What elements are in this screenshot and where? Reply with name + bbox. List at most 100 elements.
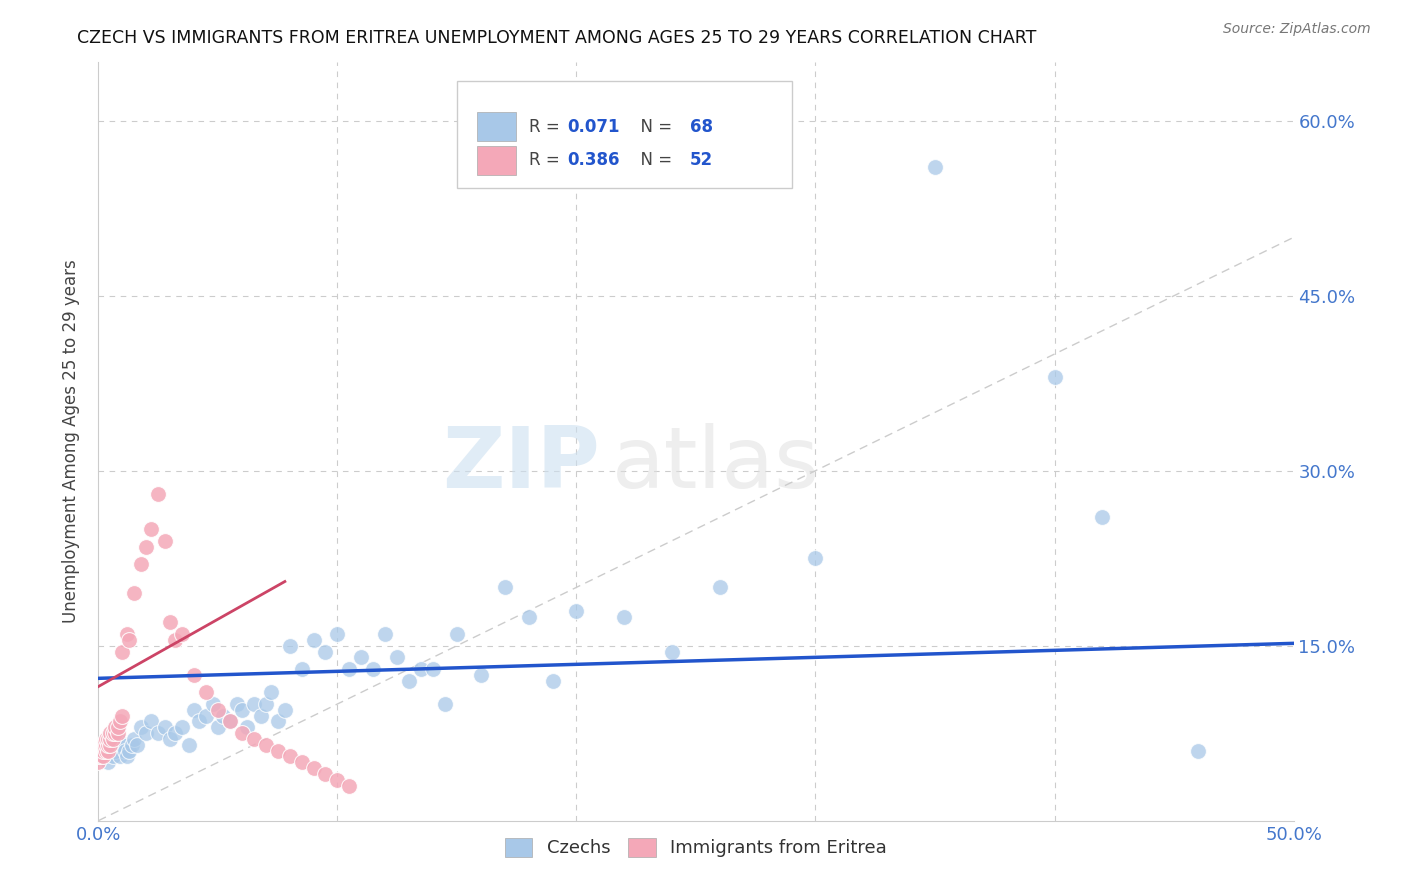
Point bbox=[101, 726, 124, 740]
Text: R =: R = bbox=[529, 118, 565, 136]
Point bbox=[207, 720, 229, 734]
Point bbox=[254, 738, 277, 752]
Point bbox=[278, 639, 301, 653]
Point bbox=[163, 726, 186, 740]
Point bbox=[385, 650, 409, 665]
Point bbox=[101, 749, 124, 764]
Point bbox=[267, 744, 290, 758]
Point bbox=[90, 744, 112, 758]
Text: N =: N = bbox=[630, 118, 678, 136]
Point bbox=[108, 714, 131, 729]
Point bbox=[124, 586, 146, 600]
Point bbox=[98, 731, 122, 746]
Point bbox=[231, 703, 253, 717]
Point bbox=[104, 726, 127, 740]
Point bbox=[159, 731, 181, 746]
Point bbox=[131, 720, 153, 734]
Point bbox=[118, 632, 141, 647]
Point bbox=[135, 726, 157, 740]
Point bbox=[91, 749, 114, 764]
Point bbox=[350, 650, 373, 665]
Point bbox=[219, 714, 242, 729]
Point bbox=[231, 726, 253, 740]
Point bbox=[163, 632, 186, 647]
Point bbox=[98, 738, 122, 752]
Point bbox=[1187, 744, 1209, 758]
Point bbox=[446, 627, 468, 641]
Point bbox=[494, 580, 516, 594]
Point bbox=[139, 522, 162, 536]
Point bbox=[118, 744, 141, 758]
Point bbox=[91, 738, 114, 752]
Legend: Czechs, Immigrants from Eritrea: Czechs, Immigrants from Eritrea bbox=[498, 830, 894, 864]
Point bbox=[211, 708, 233, 723]
Point bbox=[517, 609, 540, 624]
Text: 0.071: 0.071 bbox=[567, 118, 620, 136]
Text: 52: 52 bbox=[690, 152, 713, 169]
Point bbox=[139, 714, 162, 729]
Point bbox=[155, 533, 177, 548]
Point bbox=[259, 685, 281, 699]
Point bbox=[131, 557, 153, 571]
Text: R =: R = bbox=[529, 152, 565, 169]
Text: CZECH VS IMMIGRANTS FROM ERITREA UNEMPLOYMENT AMONG AGES 25 TO 29 YEARS CORRELAT: CZECH VS IMMIGRANTS FROM ERITREA UNEMPLO… bbox=[77, 29, 1036, 46]
Point bbox=[183, 668, 205, 682]
Point bbox=[172, 627, 194, 641]
Point bbox=[125, 738, 148, 752]
Point bbox=[326, 772, 349, 787]
FancyBboxPatch shape bbox=[477, 112, 516, 141]
Point bbox=[97, 744, 120, 758]
Point bbox=[302, 761, 325, 775]
Point bbox=[107, 731, 129, 746]
Point bbox=[155, 720, 177, 734]
Point bbox=[315, 767, 337, 781]
Point bbox=[226, 697, 249, 711]
Point bbox=[111, 708, 134, 723]
Point bbox=[187, 714, 209, 729]
Point bbox=[924, 161, 946, 175]
Point bbox=[101, 731, 124, 746]
Point bbox=[291, 756, 314, 770]
Point bbox=[107, 720, 129, 734]
Text: atlas: atlas bbox=[613, 423, 820, 506]
Point bbox=[135, 540, 157, 554]
Point bbox=[434, 697, 457, 711]
Point bbox=[87, 749, 110, 764]
Text: N =: N = bbox=[630, 152, 678, 169]
Point bbox=[87, 756, 110, 770]
Point bbox=[115, 627, 138, 641]
Point bbox=[91, 749, 114, 764]
Point bbox=[235, 720, 257, 734]
Point bbox=[98, 738, 122, 752]
FancyBboxPatch shape bbox=[457, 81, 792, 187]
Point bbox=[183, 703, 205, 717]
Text: ZIP: ZIP bbox=[443, 423, 600, 506]
Point bbox=[254, 697, 277, 711]
Point bbox=[398, 673, 420, 688]
Point bbox=[315, 644, 337, 658]
Point bbox=[104, 744, 127, 758]
Point bbox=[470, 668, 492, 682]
Point bbox=[274, 703, 297, 717]
Point bbox=[114, 744, 136, 758]
Point bbox=[195, 685, 218, 699]
Point bbox=[87, 744, 110, 758]
Point bbox=[104, 720, 127, 734]
Point bbox=[422, 662, 444, 676]
Point bbox=[291, 662, 314, 676]
Point bbox=[339, 662, 361, 676]
Point bbox=[207, 703, 229, 717]
Point bbox=[202, 697, 225, 711]
Point bbox=[90, 738, 112, 752]
Point bbox=[565, 604, 588, 618]
FancyBboxPatch shape bbox=[477, 145, 516, 175]
Point bbox=[363, 662, 385, 676]
Point bbox=[195, 708, 218, 723]
Point bbox=[94, 731, 117, 746]
Point bbox=[124, 731, 146, 746]
Point bbox=[250, 708, 273, 723]
Point bbox=[148, 487, 170, 501]
Point bbox=[108, 749, 131, 764]
Point bbox=[243, 731, 266, 746]
Point bbox=[159, 615, 181, 630]
